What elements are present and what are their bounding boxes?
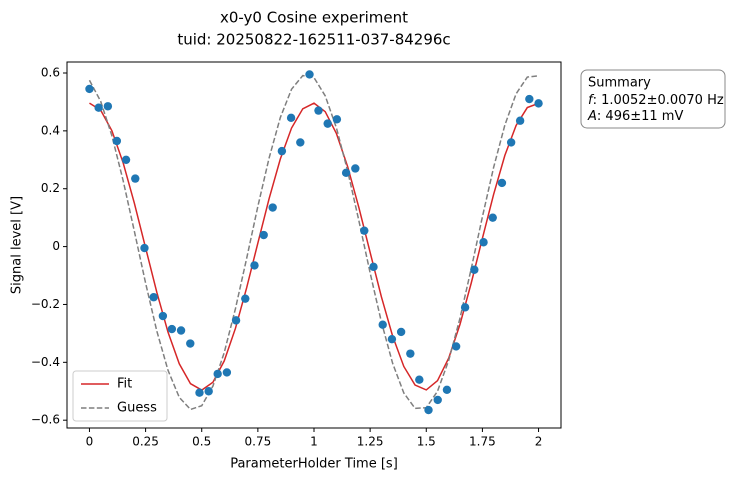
data-point	[406, 349, 415, 358]
data-point	[534, 99, 543, 108]
data-point	[167, 324, 177, 334]
summary-symbol: A	[587, 109, 597, 124]
data-point	[451, 342, 461, 351]
summary: Summary f: 1.0052±0.0070 HzA: 496±11 mV	[587, 76, 724, 124]
data-point	[259, 230, 268, 240]
data-point	[360, 226, 369, 235]
data-point	[378, 320, 387, 329]
plot-area	[85, 70, 543, 415]
data-point	[131, 174, 140, 183]
x-tick-label: 0.5	[192, 435, 211, 449]
data-point	[515, 116, 525, 125]
data-point	[506, 138, 516, 147]
data-point	[186, 339, 195, 348]
data-point	[396, 327, 406, 337]
data-point	[424, 405, 433, 415]
data-point	[85, 84, 94, 94]
data-point	[387, 334, 397, 344]
x-tick-label: 1	[310, 435, 318, 449]
data-point	[488, 213, 497, 222]
data-point	[525, 94, 534, 104]
data-point	[460, 303, 470, 312]
data-point	[231, 316, 241, 325]
series-line	[88, 74, 539, 411]
data-point	[140, 243, 149, 253]
summary-box	[580, 69, 726, 129]
x-axis-label: ParameterHolder Time [s]	[230, 457, 398, 472]
data-point	[204, 387, 213, 396]
x-tick-label: 0	[86, 435, 94, 449]
x-tick-label: 1.75	[469, 435, 496, 449]
data-point	[103, 102, 113, 111]
chart-subtitle: tuid: 20250822-162511-037-84296c	[177, 31, 450, 49]
data-point	[213, 369, 222, 379]
data-point	[222, 368, 232, 377]
data-point	[149, 293, 158, 302]
data-point	[158, 311, 168, 321]
summary-line: A: 496±11 mV	[587, 109, 683, 124]
summary-heading: Summary	[588, 76, 651, 91]
data-point	[314, 106, 323, 115]
y-tick-label: 0.4	[41, 123, 60, 137]
x-tick-label: 1.25	[357, 435, 384, 449]
data-point	[112, 136, 122, 146]
data-point	[470, 265, 479, 274]
data-point	[497, 178, 507, 188]
data-point	[268, 203, 277, 212]
y-axis-label: Signal level [V]	[10, 196, 25, 294]
data-point	[341, 168, 351, 178]
data-point	[277, 146, 287, 156]
data-point	[369, 262, 378, 272]
data-point	[296, 138, 305, 147]
data-point	[323, 119, 332, 128]
data-point	[351, 164, 360, 173]
data-point	[433, 395, 442, 405]
y-tick-label: −0.4	[31, 355, 60, 369]
x-tick-label: 1.5	[417, 435, 436, 449]
data-point	[195, 388, 204, 397]
y-tick-label: −0.2	[31, 297, 60, 311]
data-point	[241, 294, 250, 303]
legend-label: Guess	[117, 401, 157, 416]
legend-label: Fit	[117, 377, 132, 392]
summary-value: : 1.0052±0.0070 Hz	[593, 93, 724, 108]
y-tick-label: 0	[52, 239, 60, 253]
series-line	[89, 102, 539, 391]
x-tick-label: 0.25	[132, 435, 159, 449]
data-point	[94, 103, 103, 112]
y-tick-label: 0.6	[41, 65, 60, 79]
data-point	[176, 326, 186, 335]
data-point	[332, 115, 342, 124]
x-tick-label: 0.75	[245, 435, 272, 449]
data-point	[250, 261, 259, 270]
summary-line: f: 1.0052±0.0070 Hz	[588, 93, 724, 108]
summary-value: : 496±11 mV	[597, 109, 684, 124]
x-tick-label: 2	[535, 435, 543, 449]
data-point	[286, 113, 296, 123]
data-point	[305, 70, 314, 79]
chart-title: x0-y0 Cosine experiment	[220, 9, 408, 27]
data-point	[415, 375, 424, 384]
data-point	[442, 385, 452, 395]
summary-symbol: f	[588, 93, 595, 108]
y-tick-label: 0.2	[41, 181, 60, 195]
data-point	[479, 238, 488, 247]
legend: Fit Guess	[81, 377, 157, 416]
y-tick-label: −0.6	[31, 413, 60, 427]
data-point	[121, 155, 131, 164]
